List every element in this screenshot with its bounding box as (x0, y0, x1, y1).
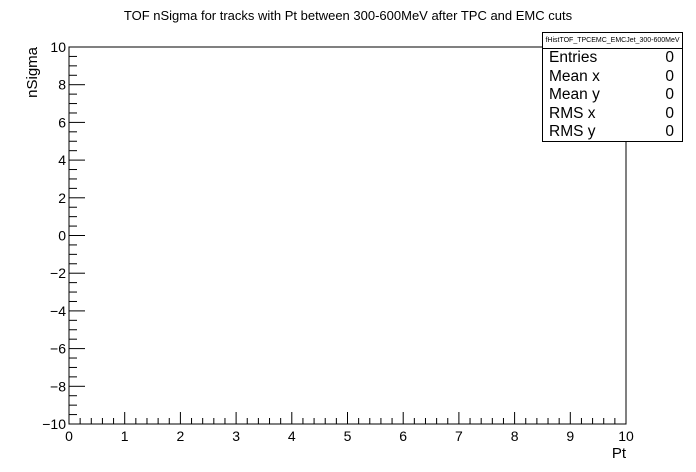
x-axis-ticks (68, 412, 627, 424)
stats-row: RMS y 0 (543, 123, 682, 142)
stats-row: Mean y 0 (543, 86, 682, 105)
x-tick-label: 0 (65, 428, 73, 444)
stats-value: 0 (665, 104, 674, 122)
x-tick-label: 10 (618, 428, 634, 444)
stats-value: 0 (665, 49, 674, 66)
x-tick-label: 2 (177, 428, 185, 444)
stats-label: RMS y (549, 123, 596, 140)
stats-label: RMS x (549, 104, 596, 122)
y-tick-label: −4 (50, 303, 66, 319)
x-tick-label: 7 (455, 428, 463, 444)
x-tick-label: 8 (511, 428, 519, 444)
x-tick-label: 9 (566, 428, 574, 444)
chart-title: TOF nSigma for tracks with Pt between 30… (124, 8, 573, 23)
stats-value: 0 (665, 123, 674, 140)
y-tick-label: 2 (58, 190, 66, 206)
stats-value: 0 (665, 67, 674, 85)
x-tick-label: 3 (232, 428, 240, 444)
stats-value: 0 (665, 86, 674, 103)
y-axis-tick-labels: −10 −8 −6 −4 −2 0 2 4 6 8 10 (42, 39, 66, 432)
y-tick-label: 0 (58, 228, 66, 244)
y-tick-label: 8 (58, 77, 66, 93)
x-axis-tick-labels: 0 1 2 3 4 5 6 7 8 9 10 (65, 428, 634, 444)
stats-label: Entries (549, 49, 598, 66)
stats-box: fHistTOF_TPCEMC_EMCJet_300-600MeV Entrie… (542, 32, 683, 142)
y-axis-label: nSigma (24, 46, 41, 98)
x-axis-label: Pt (612, 445, 627, 462)
stats-label: Mean y (549, 86, 600, 103)
x-tick-label: 4 (288, 428, 296, 444)
y-tick-label: −8 (50, 378, 66, 394)
y-tick-label: 4 (58, 152, 66, 168)
x-tick-label: 6 (399, 428, 407, 444)
stats-row: Mean x 0 (543, 68, 682, 87)
y-axis-ticks (69, 46, 85, 425)
stats-row: Entries 0 (543, 49, 682, 68)
y-tick-label: −2 (50, 265, 66, 281)
x-tick-label: 5 (344, 428, 352, 444)
y-tick-label: −6 (50, 341, 66, 357)
y-tick-label: −10 (42, 416, 66, 432)
stats-box-title: fHistTOF_TPCEMC_EMCJet_300-600MeV (543, 33, 682, 49)
y-tick-label: 10 (50, 39, 66, 55)
stats-row: RMS x 0 (543, 105, 682, 124)
stats-rows: Entries 0 Mean x 0 Mean y 0 RMS x 0 RMS y 0 (543, 49, 682, 142)
stats-label: Mean x (549, 67, 600, 85)
x-tick-label: 1 (121, 428, 129, 444)
y-tick-label: 6 (58, 114, 66, 130)
